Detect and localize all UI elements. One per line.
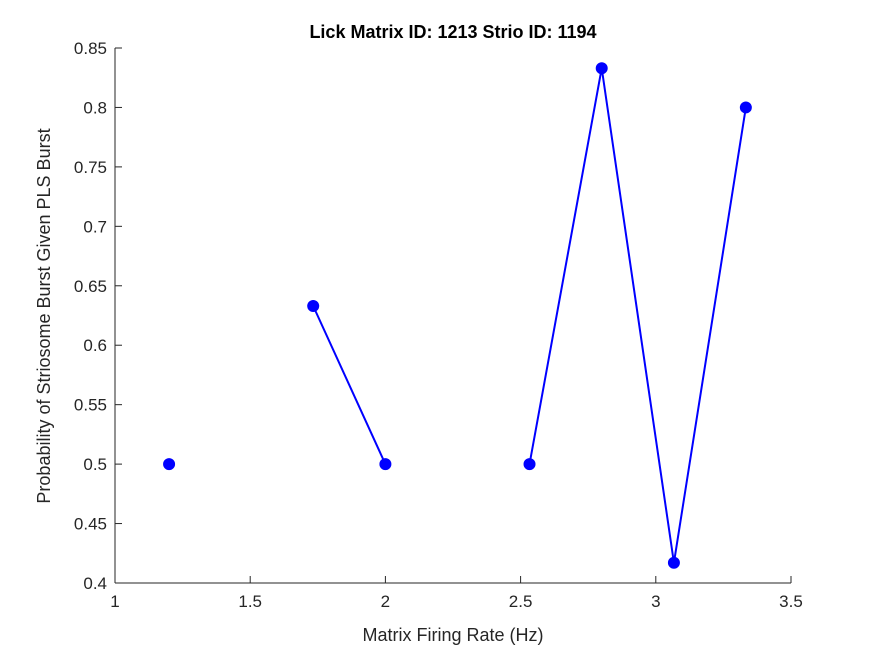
x-tick-label: 2 (381, 592, 390, 611)
y-tick-label: 0.6 (83, 336, 107, 355)
chart-title: Lick Matrix ID: 1213 Strio ID: 1194 (309, 22, 596, 42)
series-line (312, 305, 387, 465)
x-tick-label: 3 (651, 592, 660, 611)
x-axis-label: Matrix Firing Rate (Hz) (362, 625, 543, 645)
y-tick-label: 0.7 (83, 217, 107, 236)
y-axis-label: Probability of Striosome Burst Given PLS… (34, 128, 54, 503)
y-tick-label: 0.85 (74, 39, 107, 58)
y-tick-label: 0.75 (74, 158, 107, 177)
x-tick-label: 2.5 (509, 592, 533, 611)
data-point (595, 62, 608, 75)
series-line (528, 68, 747, 563)
y-tick-label: 0.5 (83, 455, 107, 474)
data-point (523, 458, 536, 471)
data-point (739, 101, 752, 114)
data-point (307, 299, 320, 312)
axes: 1 1.5 2 2.5 3 3.5 0.4 0.45 0.5 0.55 0.6 0.65 0.7 0.75… (74, 39, 803, 611)
data-point (163, 458, 176, 471)
y-tick-label: 0.55 (74, 396, 107, 415)
y-tick-label: 0.65 (74, 277, 107, 296)
series-group (163, 62, 752, 569)
y-tick-label: 0.45 (74, 515, 107, 534)
y-tick-label: 0.8 (83, 98, 107, 117)
data-point (379, 458, 392, 471)
x-tick-label: 1 (110, 592, 119, 611)
data-point (667, 556, 680, 569)
x-tick-label: 3.5 (779, 592, 803, 611)
y-tick-label: 0.4 (83, 574, 107, 593)
x-tick-label: 1.5 (238, 592, 262, 611)
